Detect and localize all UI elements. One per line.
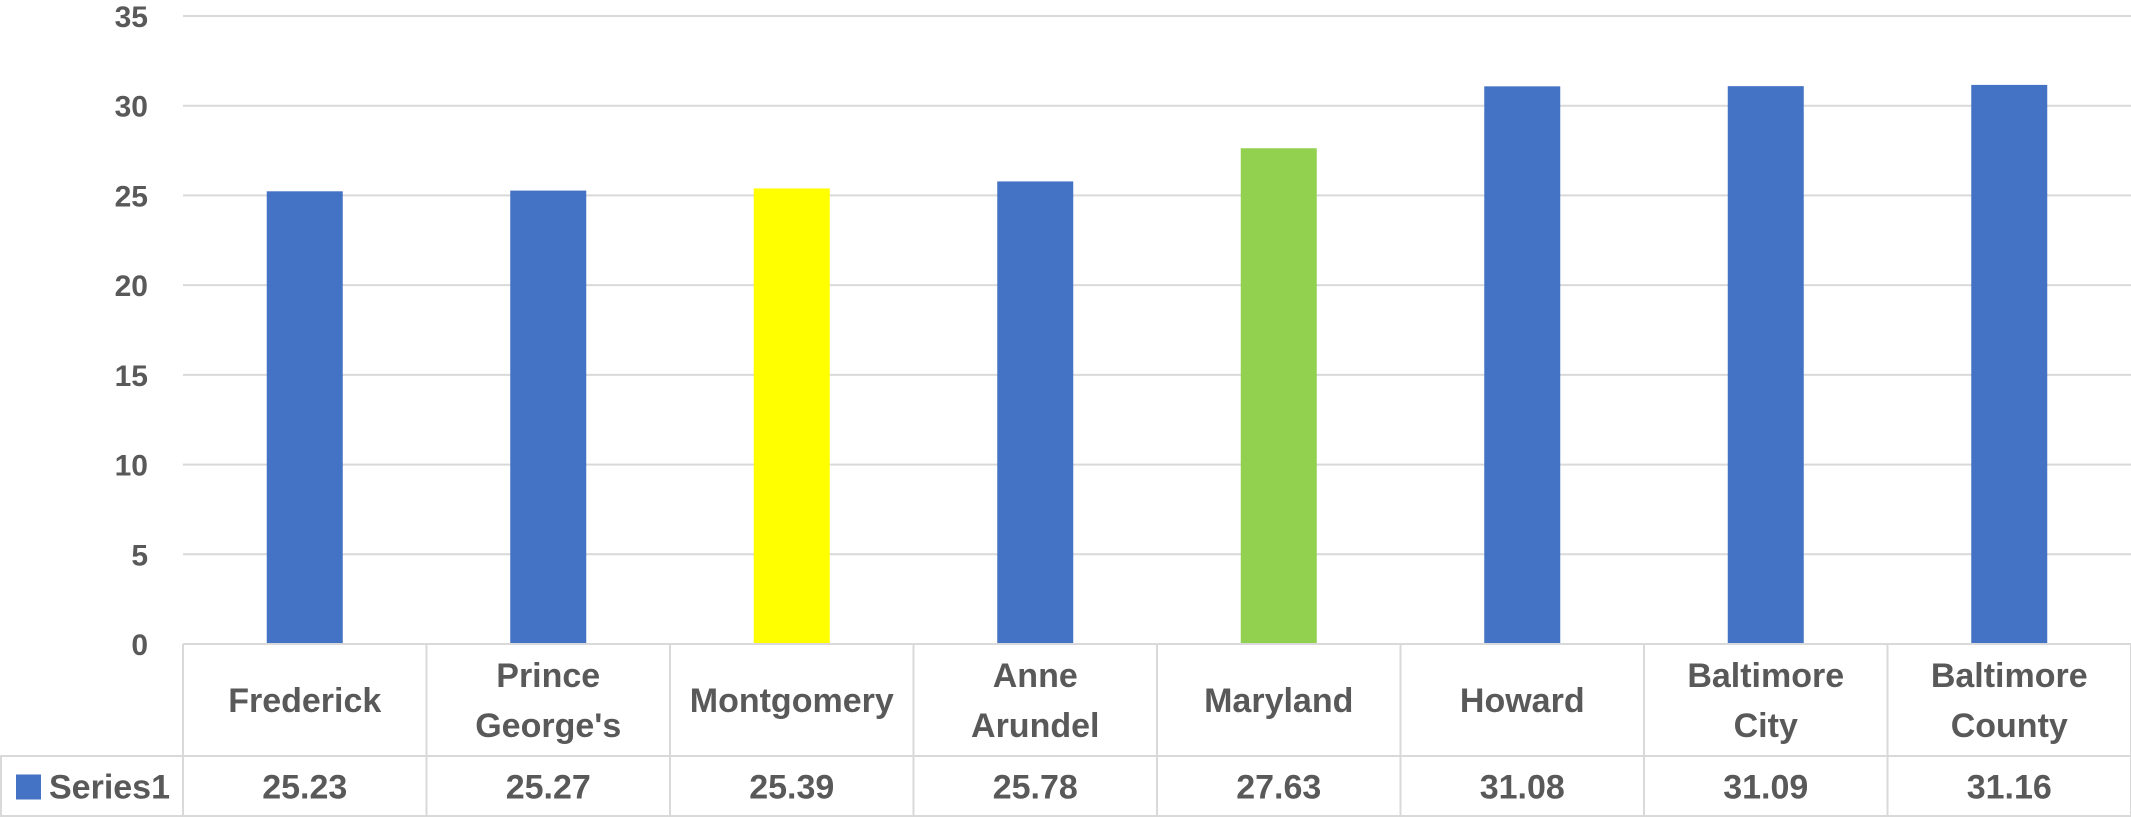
data-value-label: 31.08: [1480, 769, 1565, 807]
data-value-label: 25.27: [506, 769, 591, 807]
category-label: Baltimore County: [1931, 657, 2088, 745]
category-label: Maryland: [1204, 682, 1353, 720]
bar: [1971, 84, 2048, 644]
bar: [510, 190, 587, 645]
data-value-label: 25.39: [749, 769, 834, 807]
legend-label: Series1: [49, 769, 170, 807]
category-label: Prince George's: [475, 657, 621, 745]
legend-key-icon: [16, 774, 41, 800]
bar: [753, 188, 830, 645]
y-tick-label: 10: [115, 450, 148, 483]
gridlines: [183, 15, 2131, 556]
y-tick-label: 20: [115, 270, 148, 303]
bar: [1484, 86, 1561, 644]
category-label: Anne Arundel: [971, 657, 1099, 745]
y-tick-label: 30: [115, 91, 148, 124]
bar: [1240, 148, 1317, 644]
data-value-label: 31.16: [1967, 769, 2052, 807]
y-tick-label: 5: [131, 539, 148, 572]
y-tick-label: 25: [115, 180, 148, 213]
category-label: Baltimore City: [1687, 657, 1844, 745]
category-label: Montgomery: [690, 682, 894, 720]
bar: [266, 191, 343, 645]
category-label: Frederick: [228, 682, 381, 720]
bar: [1727, 86, 1804, 645]
data-value-label: 31.09: [1723, 769, 1808, 807]
data-value-label: 25.23: [262, 769, 347, 807]
y-tick-label: 35: [115, 1, 148, 34]
bar: [997, 181, 1074, 644]
bars: [266, 84, 2048, 645]
y-axis-tick-labels: 0 5 10 15 20 25 30 35: [115, 1, 148, 662]
data-table: Frederick Prince George's Montgomery Anne Aru…: [0, 643, 2131, 817]
y-tick-label: 0: [131, 629, 148, 662]
data-value-label: 27.63: [1236, 769, 1321, 807]
y-tick-label: 15: [115, 360, 148, 393]
category-label: Howard: [1460, 682, 1585, 720]
data-value-label: 25.78: [993, 769, 1078, 807]
